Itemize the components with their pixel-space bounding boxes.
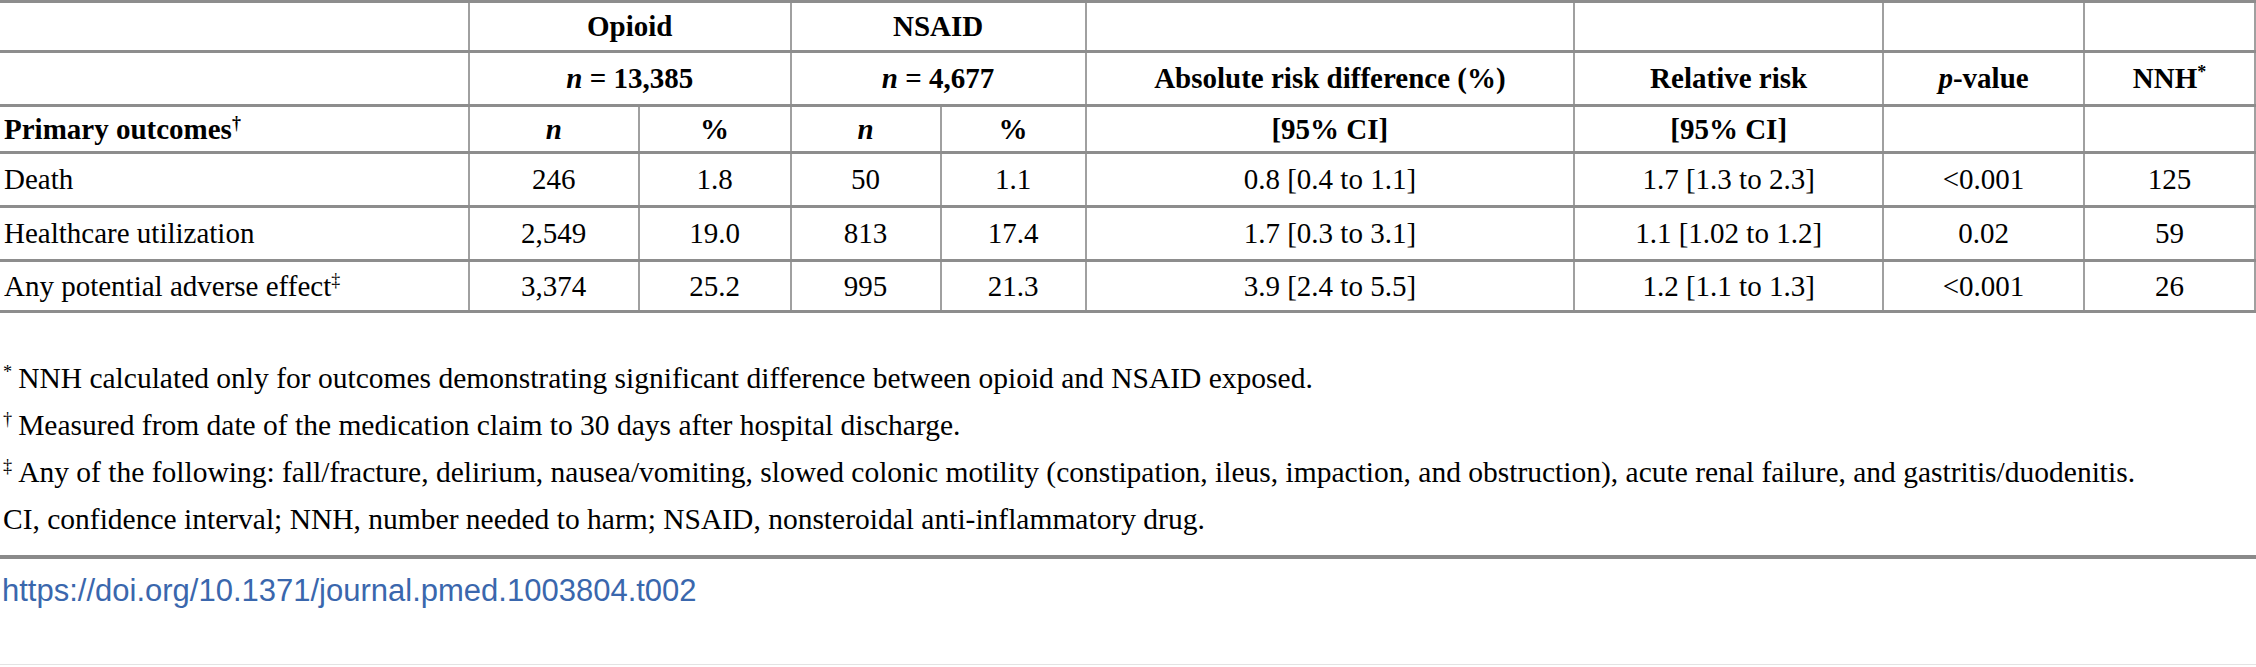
nsaid-pct-cell: 1.1 (941, 153, 1086, 207)
nsaid-n-cell: 813 (791, 207, 941, 261)
asterisk-marker: * (3, 362, 12, 382)
footnote: †Measured from date of the medication cl… (3, 402, 2256, 449)
nnh-cell: 59 (2084, 207, 2255, 261)
table-row-group-header: Opioid NSAID (0, 2, 2255, 52)
page: Opioid NSAID n = 13,385 n = 4,677 Absolu… (0, 0, 2256, 667)
opioid-pct-cell: 19.0 (639, 207, 791, 261)
col-group-opioid: Opioid (469, 2, 791, 52)
p-value-cell: 0.02 (1883, 207, 2084, 261)
empty-cell (2084, 2, 2255, 52)
ard-cell: 3.9 [2.4 to 5.5] (1086, 261, 1575, 312)
outcome-cell: Death (0, 153, 469, 207)
outcomes-table: Opioid NSAID n = 13,385 n = 4,677 Absolu… (0, 0, 2256, 313)
subheader-nsaid-pct: % (941, 106, 1086, 153)
subheader-nsaid-n: n (791, 106, 941, 153)
double-dagger-marker: ‡ (3, 456, 12, 476)
outcome-cell: Healthcare utilization (0, 207, 469, 261)
col-header-absolute-risk-difference: Absolute risk difference (%) (1086, 52, 1575, 106)
opioid-pct-cell: 1.8 (639, 153, 791, 207)
subheader-rr-ci: [95% CI] (1574, 106, 1883, 153)
empty-cell (0, 52, 469, 106)
empty-cell (2084, 106, 2255, 153)
rr-cell: 1.7 [1.3 to 2.3] (1574, 153, 1883, 207)
doi-link[interactable]: https://doi.org/10.1371/journal.pmed.100… (2, 573, 697, 609)
nsaid-pct-cell: 21.3 (941, 261, 1086, 312)
subheader-opioid-pct: % (639, 106, 791, 153)
table-row-healthcare-utilization: Healthcare utilization 2,549 19.0 813 17… (0, 207, 2255, 261)
footnote: *NNH calculated only for outcomes demons… (3, 355, 2256, 402)
opioid-n-cell: 246 (469, 153, 639, 207)
nsaid-n-cell: 995 (791, 261, 941, 312)
table-row-count-header: n = 13,385 n = 4,677 Absolute risk diffe… (0, 52, 2255, 106)
n-symbol: n (882, 62, 898, 94)
opioid-pct-cell: 25.2 (639, 261, 791, 312)
p-value-cell: <0.001 (1883, 153, 2084, 207)
opioid-n-cell: 3,374 (469, 261, 639, 312)
p-symbol: p (1938, 62, 1953, 94)
nsaid-n-cell: 50 (791, 153, 941, 207)
footnote: ‡Any of the following: fall/fracture, de… (3, 449, 2256, 496)
opioid-count-value: = 13,385 (590, 62, 694, 94)
table-row-any-potential-adverse-effect: Any potential adverse effect‡ 3,374 25.2… (0, 261, 2255, 312)
outcome-cell: Any potential adverse effect‡ (0, 261, 469, 312)
table-row-subheader: Primary outcomes† n % n % [95% CI] [95% … (0, 106, 2255, 153)
subheader-opioid-n: n (469, 106, 639, 153)
ard-cell: 0.8 [0.4 to 1.1] (1086, 153, 1575, 207)
row-group-header-primary-outcomes: Primary outcomes† (0, 106, 469, 153)
double-dagger-footnote-marker: ‡ (331, 270, 340, 290)
bottom-divider (0, 664, 2256, 665)
nsaid-count-value: = 4,677 (905, 62, 994, 94)
empty-cell (1086, 2, 1575, 52)
n-symbol: n (566, 62, 582, 94)
col-group-nsaid: NSAID (791, 2, 1086, 52)
empty-cell (1883, 106, 2084, 153)
opioid-n-cell: 2,549 (469, 207, 639, 261)
col-header-opioid-count: n = 13,385 (469, 52, 791, 106)
dagger-marker: † (3, 409, 12, 429)
rr-cell: 1.2 [1.1 to 1.3] (1574, 261, 1883, 312)
p-value-cell: <0.001 (1883, 261, 2084, 312)
subheader-ard-ci: [95% CI] (1086, 106, 1575, 153)
empty-cell (1883, 2, 2084, 52)
empty-cell (0, 2, 469, 52)
nnh-cell: 26 (2084, 261, 2255, 312)
table-row-death: Death 246 1.8 50 1.1 0.8 [0.4 to 1.1] 1.… (0, 153, 2255, 207)
nsaid-pct-cell: 17.4 (941, 207, 1086, 261)
col-header-p-value: p-value (1883, 52, 2084, 106)
col-header-nnh: NNH* (2084, 52, 2255, 106)
nnh-footnote-marker: * (2197, 62, 2206, 82)
nnh-cell: 125 (2084, 153, 2255, 207)
col-header-nsaid-count: n = 4,677 (791, 52, 1086, 106)
ard-cell: 1.7 [0.3 to 3.1] (1086, 207, 1575, 261)
rr-cell: 1.1 [1.02 to 1.2] (1574, 207, 1883, 261)
empty-cell (1574, 2, 1883, 52)
abbreviations-note: CI, confidence interval; NNH, number nee… (3, 496, 2256, 543)
footnotes-block: *NNH calculated only for outcomes demons… (0, 355, 2256, 543)
divider (0, 555, 2256, 559)
dagger-footnote-marker: † (232, 113, 241, 133)
col-header-relative-risk: Relative risk (1574, 52, 1883, 106)
